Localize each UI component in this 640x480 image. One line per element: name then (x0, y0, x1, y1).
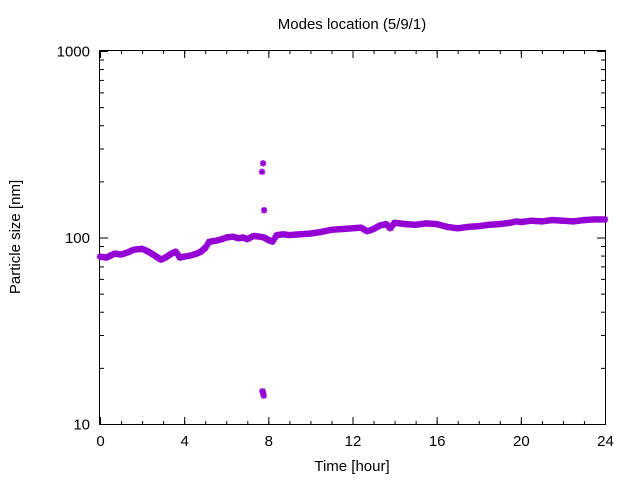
x-tick-label: 0 (96, 433, 104, 450)
x-tick-label: 12 (345, 433, 362, 450)
data-point (259, 160, 267, 167)
chart-title: Modes location (5/9/1) (278, 16, 426, 33)
x-tick-label: 16 (429, 433, 446, 450)
x-axis-ticks: 0 4 8 12 16 20 24 (96, 51, 614, 450)
x-axis-label: Time [hour] (314, 458, 389, 475)
data-point (260, 207, 268, 214)
x-tick-label: 4 (180, 433, 188, 450)
data-point (260, 392, 267, 399)
data-points (96, 160, 609, 399)
data-point (258, 168, 266, 176)
y-tick-label: 10 (73, 417, 90, 434)
y-tick-label: 1000 (57, 44, 90, 61)
x-tick-label: 8 (265, 433, 273, 450)
x-tick-label: 24 (597, 433, 614, 450)
data-point (259, 389, 267, 396)
data-point (601, 216, 609, 223)
y-tick-label: 100 (65, 230, 90, 247)
y-axis-ticks: 10 100 1000 (57, 44, 605, 434)
x-tick-label: 20 (513, 433, 530, 450)
y-axis-label: Particle size [nm] (7, 180, 24, 294)
plot-area-frame (99, 50, 606, 425)
